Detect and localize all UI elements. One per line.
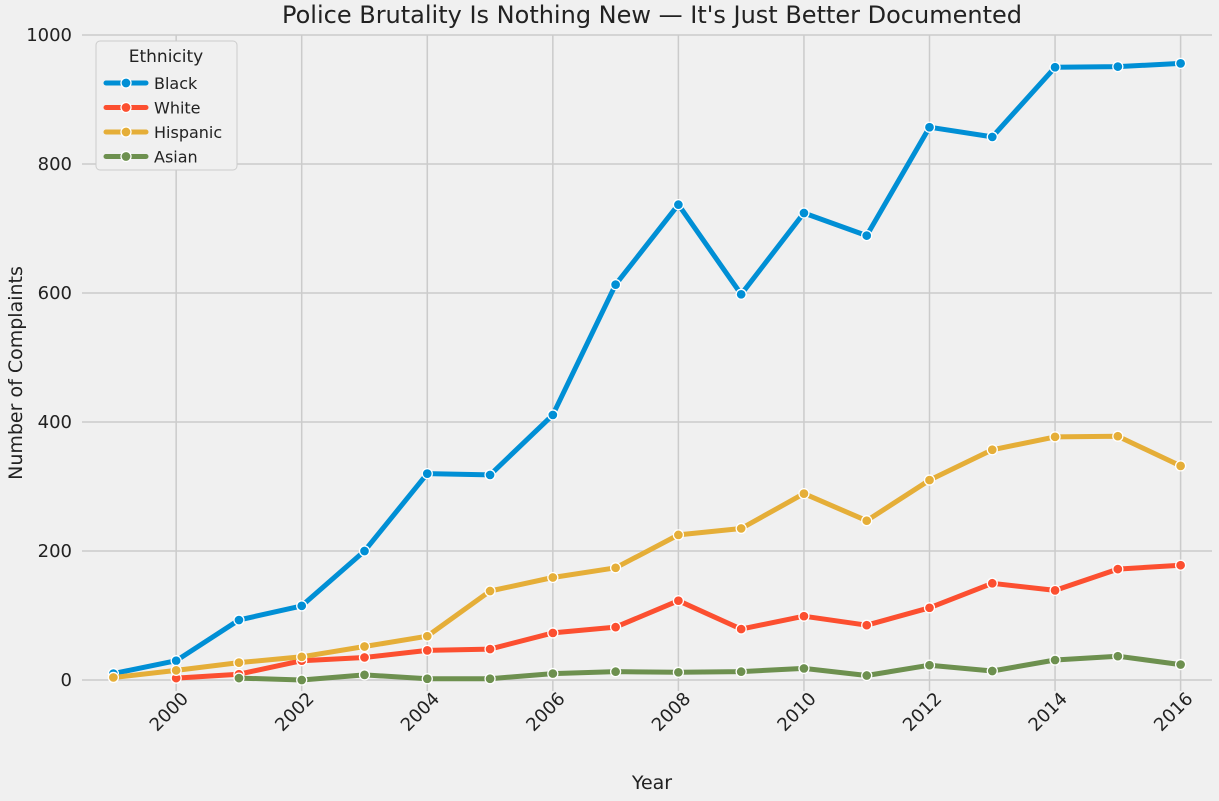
data-point xyxy=(609,665,622,678)
data-point xyxy=(609,278,622,291)
legend-label: Hispanic xyxy=(154,123,222,142)
data-point xyxy=(735,522,747,535)
data-point xyxy=(1049,654,1061,666)
y-tick-label: 600 xyxy=(38,283,72,304)
data-point xyxy=(672,595,685,607)
legend-label: White xyxy=(154,99,201,118)
data-point xyxy=(672,529,685,541)
data-point xyxy=(358,651,371,664)
y-tick-label: 800 xyxy=(38,154,72,175)
legend-box xyxy=(95,40,238,171)
data-point xyxy=(1049,431,1061,443)
x-axis-title: Year xyxy=(631,772,672,794)
series-line xyxy=(236,653,1184,683)
data-point xyxy=(672,666,685,678)
data-point xyxy=(296,651,308,663)
legend: Ethnicity Black White Hispanic Asian xyxy=(95,40,238,171)
data-point xyxy=(1174,57,1187,70)
series-line xyxy=(110,433,1184,680)
y-axis-ticks: 0 200 400 600 800 1000 xyxy=(26,25,72,691)
legend-swatch-marker xyxy=(120,126,132,138)
data-point xyxy=(421,467,433,480)
data-point xyxy=(861,515,873,527)
y-tick-label: 0 xyxy=(61,670,72,691)
data-point xyxy=(609,562,622,574)
data-point xyxy=(547,667,559,680)
data-point xyxy=(484,673,496,685)
data-point xyxy=(547,571,559,584)
legend-item: Black xyxy=(103,74,198,93)
data-point xyxy=(484,469,496,481)
data-point xyxy=(986,577,998,589)
legend-swatch-marker xyxy=(120,101,132,114)
data-point xyxy=(296,674,308,686)
data-point xyxy=(421,673,433,685)
data-point xyxy=(484,585,496,597)
data-point xyxy=(170,664,182,677)
legend-swatch-marker xyxy=(120,77,132,89)
data-point xyxy=(170,655,182,667)
data-point xyxy=(672,198,685,211)
data-point xyxy=(986,444,998,456)
data-point xyxy=(421,644,433,657)
data-point xyxy=(1174,658,1187,671)
legend-label: Asian xyxy=(154,148,198,167)
data-point xyxy=(735,288,747,300)
series-white xyxy=(170,559,1187,684)
data-point xyxy=(358,669,371,681)
y-tick-label: 400 xyxy=(38,412,72,433)
data-point xyxy=(484,643,496,655)
legend-item: White xyxy=(103,99,201,118)
data-point xyxy=(735,665,747,678)
data-point xyxy=(798,610,810,622)
data-point xyxy=(233,656,245,669)
data-point xyxy=(798,662,810,675)
data-point xyxy=(861,229,873,242)
data-point xyxy=(358,640,371,653)
data-point xyxy=(358,545,371,557)
y-tick-label: 200 xyxy=(38,541,72,562)
chart-title: Police Brutality Is Nothing New — It's J… xyxy=(282,1,1022,29)
series-layer xyxy=(107,57,1187,686)
data-point xyxy=(1112,650,1124,662)
legend-swatch-marker xyxy=(120,150,132,163)
data-point xyxy=(296,600,308,612)
data-point xyxy=(861,669,873,682)
data-point xyxy=(1049,61,1061,73)
data-point xyxy=(233,614,245,626)
data-point xyxy=(986,665,998,677)
legend-label: Black xyxy=(154,74,198,93)
data-point xyxy=(1174,460,1187,472)
series-hispanic xyxy=(107,430,1187,684)
data-point xyxy=(923,659,936,671)
data-point xyxy=(1112,60,1124,73)
series-asian xyxy=(233,650,1187,686)
data-point xyxy=(861,619,873,631)
data-point xyxy=(986,131,998,143)
series-black xyxy=(107,57,1187,680)
data-point xyxy=(1049,584,1061,597)
data-point xyxy=(923,602,936,614)
data-point xyxy=(547,409,559,421)
y-axis-title: Number of Complaints xyxy=(5,266,27,480)
data-point xyxy=(923,474,936,486)
data-point xyxy=(735,623,747,635)
data-point xyxy=(1174,559,1187,571)
data-point xyxy=(421,630,433,642)
data-point xyxy=(1112,563,1124,575)
data-point xyxy=(107,671,120,684)
data-point xyxy=(923,121,936,133)
data-point xyxy=(798,207,810,219)
data-point xyxy=(1112,430,1124,442)
legend-item: Asian xyxy=(103,148,198,167)
y-tick-label: 1000 xyxy=(26,25,72,46)
data-point xyxy=(609,621,622,633)
data-point xyxy=(798,487,810,500)
data-point xyxy=(547,627,559,639)
legend-item: Hispanic xyxy=(103,123,222,142)
series-line xyxy=(110,60,1184,677)
data-point xyxy=(233,672,245,684)
legend-title: Ethnicity xyxy=(129,47,203,67)
